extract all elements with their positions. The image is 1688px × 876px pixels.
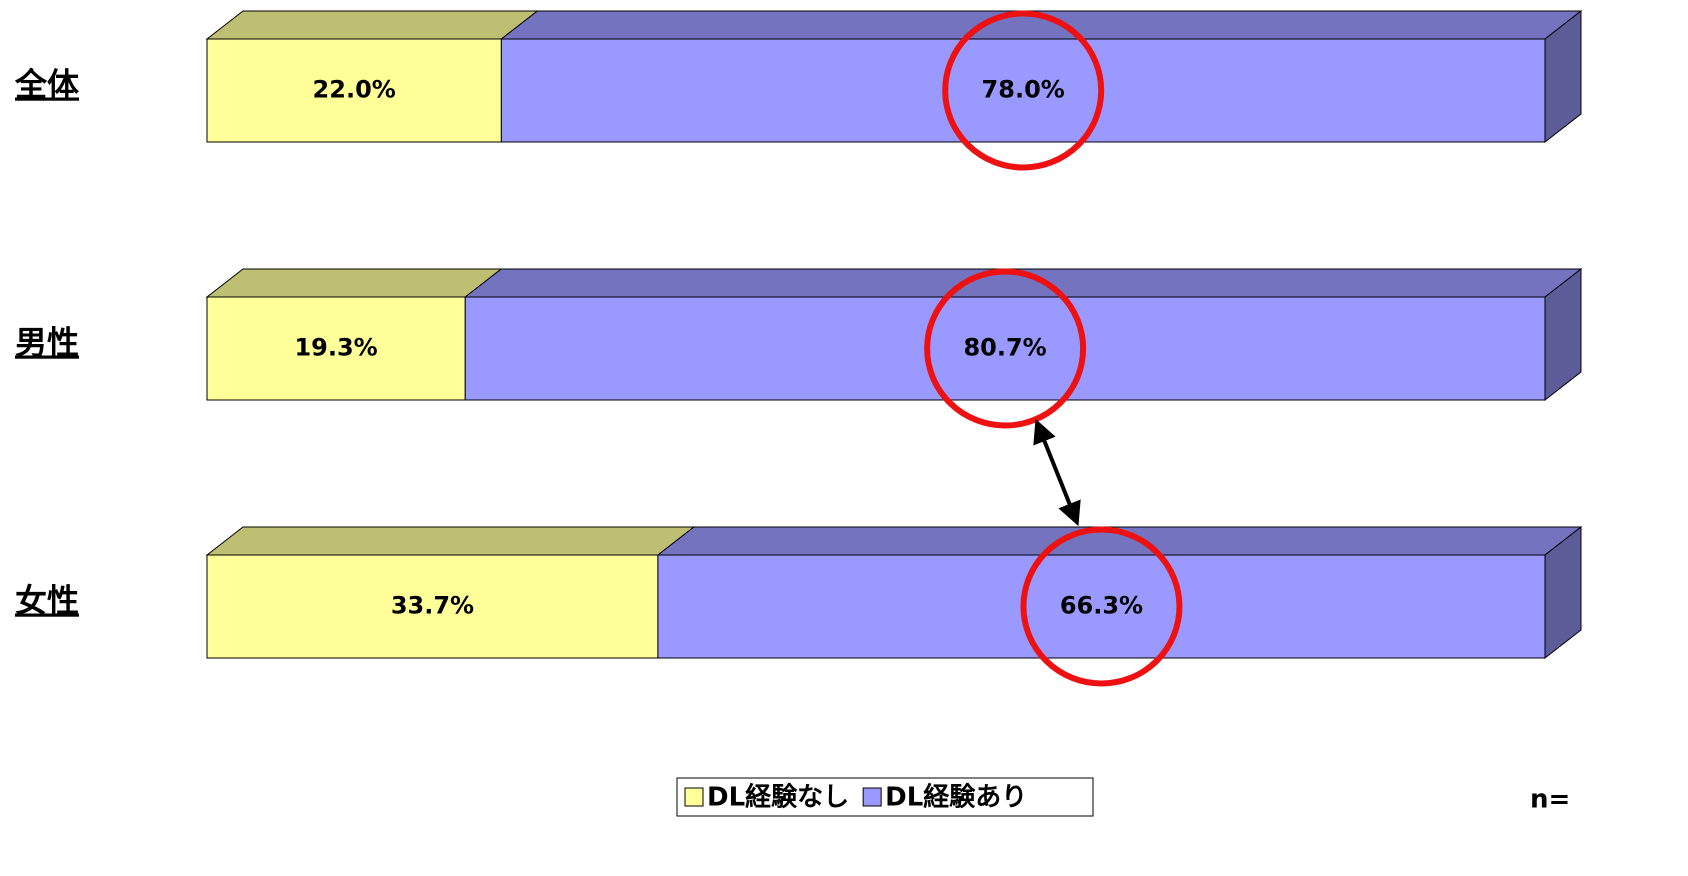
highlight-circle xyxy=(1020,526,1183,687)
bar xyxy=(206,38,502,143)
value-label: 22.0% xyxy=(313,76,396,104)
legend-label: DL経験あり xyxy=(885,782,1027,813)
value-label: 19.3% xyxy=(294,334,377,362)
bar xyxy=(657,554,1546,659)
category-label: 全体 xyxy=(14,66,79,104)
highlight-circle xyxy=(924,268,1087,429)
bar xyxy=(464,296,1546,401)
bar-top xyxy=(205,268,503,298)
category-label: 女性 xyxy=(15,582,79,620)
legend-box xyxy=(676,777,1094,817)
bar-top xyxy=(205,526,696,556)
sample-size-note: n= xyxy=(1530,785,1570,815)
legend-swatch xyxy=(684,787,704,807)
value-label: 66.3% xyxy=(1060,592,1143,620)
value-label: 33.7% xyxy=(391,592,474,620)
category-label: 男性 xyxy=(15,324,79,362)
legend-label: DL経験なし xyxy=(707,782,849,813)
bar-top xyxy=(205,10,539,40)
value-label: 80.7% xyxy=(963,334,1046,362)
bar xyxy=(206,554,659,659)
bar xyxy=(206,296,466,401)
bar xyxy=(500,38,1546,143)
legend-swatch xyxy=(862,787,882,807)
highlight-circle xyxy=(942,10,1105,171)
comparison-arrow xyxy=(1033,418,1081,527)
value-label: 78.0% xyxy=(982,76,1065,104)
